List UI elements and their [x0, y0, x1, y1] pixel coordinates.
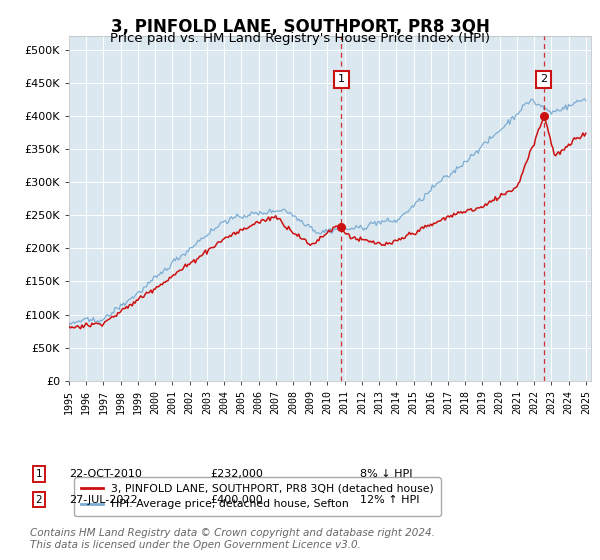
Text: 12% ↑ HPI: 12% ↑ HPI — [360, 494, 419, 505]
Text: 3, PINFOLD LANE, SOUTHPORT, PR8 3QH: 3, PINFOLD LANE, SOUTHPORT, PR8 3QH — [110, 18, 490, 36]
Text: 1: 1 — [338, 74, 344, 85]
Text: 1: 1 — [35, 469, 43, 479]
Text: £400,000: £400,000 — [210, 494, 263, 505]
Text: Price paid vs. HM Land Registry's House Price Index (HPI): Price paid vs. HM Land Registry's House … — [110, 32, 490, 45]
Text: Contains HM Land Registry data © Crown copyright and database right 2024.
This d: Contains HM Land Registry data © Crown c… — [30, 528, 435, 550]
Text: 22-OCT-2010: 22-OCT-2010 — [69, 469, 142, 479]
Text: 8% ↓ HPI: 8% ↓ HPI — [360, 469, 413, 479]
Text: £232,000: £232,000 — [210, 469, 263, 479]
Text: 2: 2 — [35, 494, 43, 505]
Text: 27-JUL-2022: 27-JUL-2022 — [69, 494, 137, 505]
Legend: 3, PINFOLD LANE, SOUTHPORT, PR8 3QH (detached house), HPI: Average price, detach: 3, PINFOLD LANE, SOUTHPORT, PR8 3QH (det… — [74, 478, 440, 516]
Text: 2: 2 — [540, 74, 547, 85]
